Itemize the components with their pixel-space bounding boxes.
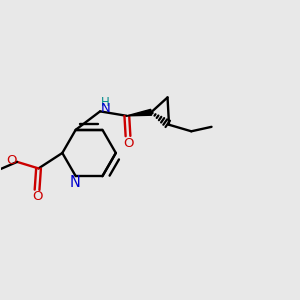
Text: O: O <box>6 154 17 167</box>
Polygon shape <box>127 109 152 116</box>
Text: H: H <box>101 96 110 109</box>
Text: O: O <box>123 137 134 150</box>
Text: N: N <box>101 102 111 115</box>
Text: N: N <box>70 175 80 190</box>
Text: O: O <box>32 190 43 203</box>
